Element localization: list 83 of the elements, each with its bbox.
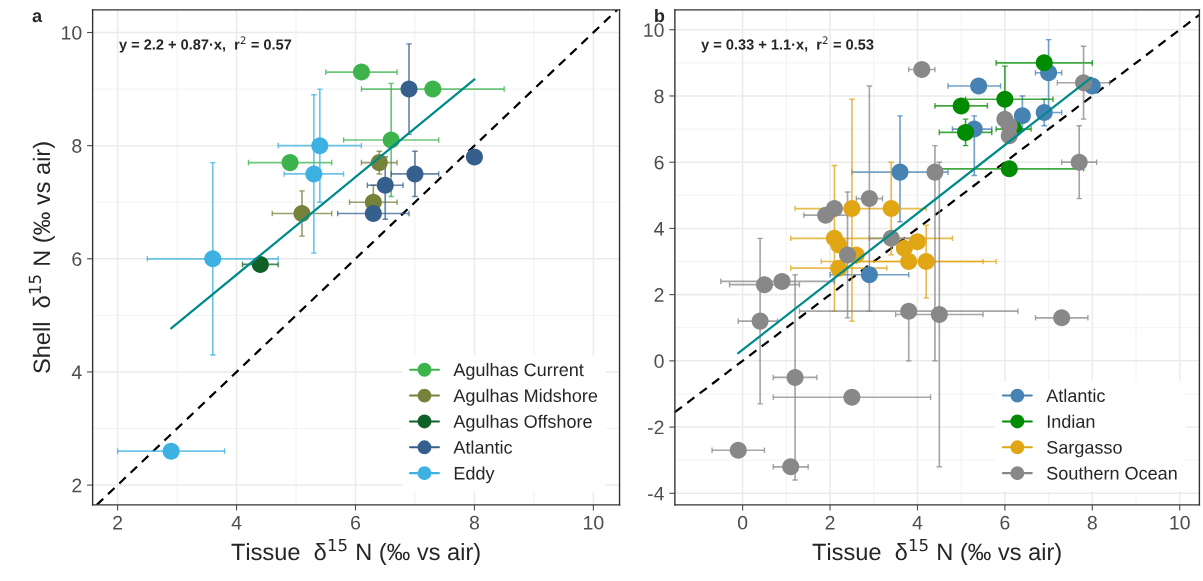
point (900, 253, 918, 271)
x-tick-label: 2 (113, 515, 123, 530)
y-tick-label: -2 (648, 420, 664, 435)
point (926, 163, 944, 181)
y-tick-label: 4 (71, 365, 82, 379)
x-axis-title: Tissue δ$^{15}$ N (‰ vs air) (812, 538, 1061, 565)
y-tick-label: 6 (654, 155, 664, 170)
point (786, 368, 804, 386)
text: a (32, 12, 43, 23)
point (773, 272, 791, 290)
point (305, 165, 323, 183)
x-tick-label: 10 (584, 515, 604, 530)
y-tick-label: -4 (648, 486, 664, 501)
point (839, 246, 857, 264)
x-tick-label: 10 (1170, 515, 1190, 530)
point (1070, 153, 1088, 171)
point (364, 205, 382, 223)
point (917, 253, 935, 271)
point (729, 441, 747, 459)
annotation: y = 0.33 + 1.1·x, r$^{2}$ = 0.53 (701, 36, 874, 53)
point (860, 190, 878, 208)
point (843, 388, 861, 406)
point (251, 255, 269, 273)
point (352, 63, 370, 81)
point (162, 442, 180, 460)
x-tick-label: 0 (737, 515, 748, 530)
legend-label: Atlantic (453, 440, 513, 454)
point (281, 154, 299, 172)
point (891, 163, 909, 181)
point (376, 176, 394, 194)
point (970, 77, 988, 95)
point (406, 165, 424, 183)
point (900, 302, 918, 320)
point (755, 276, 773, 294)
y-tick-label: 2 (72, 478, 82, 493)
y-tick-label: 0 (654, 354, 664, 369)
y-tick-label: 4 (654, 222, 664, 236)
legend-label: Eddy (454, 466, 495, 484)
x-tick-label: 8 (469, 515, 479, 530)
point (1035, 54, 1053, 72)
x-tick-label: 4 (231, 516, 242, 530)
point (311, 137, 329, 155)
point (817, 206, 835, 224)
point (843, 200, 861, 218)
point (782, 458, 800, 476)
legend-label: Indian (1047, 414, 1095, 428)
legend-label: Sargasso (1047, 441, 1122, 458)
legend-label: Agulhas Current (453, 362, 584, 380)
point (424, 80, 442, 98)
point (882, 200, 900, 218)
y-tick-label: 6 (72, 252, 82, 267)
legend-label: Agulhas Midshore (453, 388, 598, 406)
point (1000, 160, 1018, 178)
text: b (655, 8, 665, 23)
point (957, 123, 975, 141)
point (1013, 107, 1031, 125)
point (751, 312, 769, 330)
x-tick-label: 6 (1000, 515, 1010, 530)
point (996, 90, 1014, 108)
point (913, 60, 931, 78)
y-axis-title: Shell δ$^{15}$ N (‰ vs air) (28, 142, 55, 373)
point (908, 233, 926, 251)
point (400, 80, 418, 98)
point (204, 250, 222, 268)
x-tick-label: 4 (912, 516, 923, 530)
y-tick-label: 10 (644, 23, 664, 37)
point (930, 305, 948, 324)
y-tick-label: 8 (72, 139, 82, 153)
legend-label: Southern Ocean (1047, 466, 1177, 480)
x-tick-label: 8 (1087, 515, 1097, 530)
point (860, 266, 878, 284)
point (952, 97, 970, 115)
x-tick-label: 2 (825, 515, 835, 530)
y-tick-label: 10 (62, 25, 82, 40)
point (1053, 309, 1071, 327)
y-tick-label: 8 (654, 89, 664, 104)
legend-label: Agulhas Offshore (453, 414, 592, 432)
legend-label: Atlantic (1046, 388, 1105, 403)
y-tick-label: 2 (654, 288, 664, 302)
annotation: y = 2.2 + 0.87·x, r$^{2}$ = 0.57 (119, 36, 292, 53)
x-axis-title: Tissue δ$^{15}$ N (‰ vs air) (231, 538, 480, 565)
x-tick-label: 6 (351, 515, 361, 530)
point (465, 148, 483, 166)
